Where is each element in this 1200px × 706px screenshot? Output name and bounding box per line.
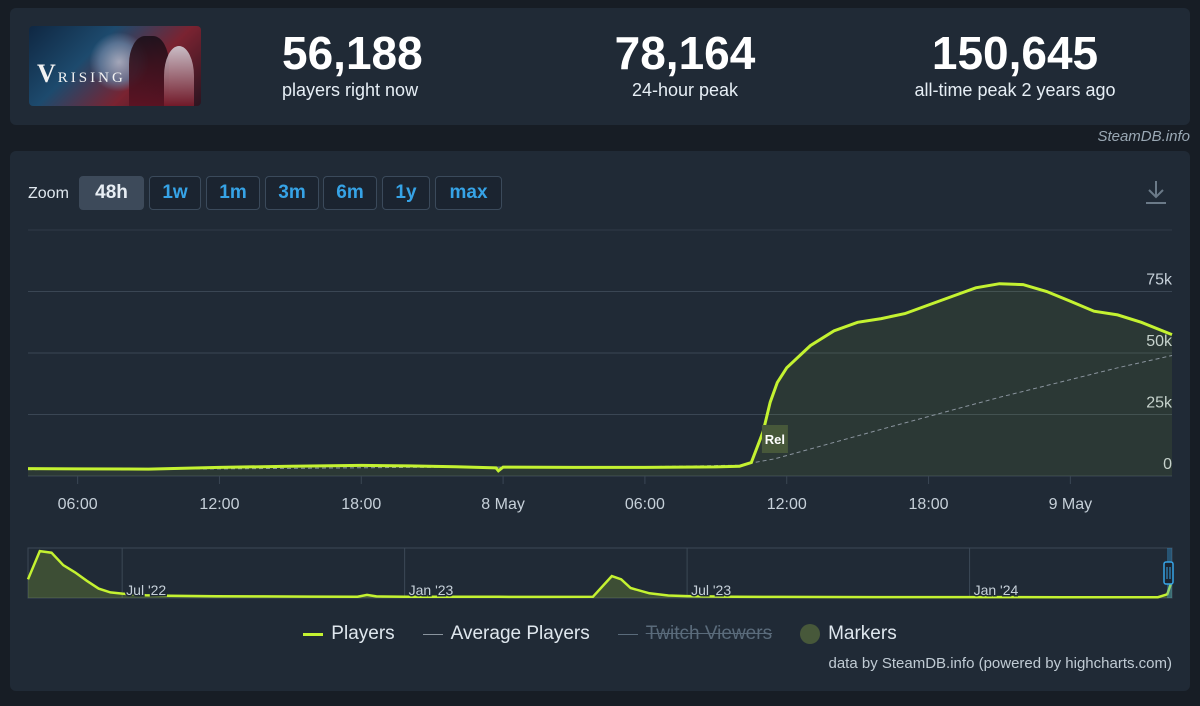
legend-players-label: Players (331, 623, 395, 644)
legend-twitch-label: Twitch Viewers (645, 623, 773, 644)
zoom-1w-button[interactable]: 1w (149, 176, 201, 210)
navigator-tick-label: Jan '24 (974, 582, 1019, 598)
thumbnail-figure-2 (164, 46, 194, 106)
main-grid (28, 291, 1172, 477)
y-tick-label: 50k (1146, 333, 1173, 350)
main-chart[interactable]: 0 25k 50k 75k 06:00 12:00 18:00 8 May 06:00 12:0… (10, 151, 1190, 691)
x-tick-label: 9 May (1049, 496, 1093, 513)
zoom-3m-button[interactable]: 3m (265, 176, 319, 210)
x-tick-label: 12:00 (767, 496, 807, 513)
zoom-48h-button[interactable]: 48h (79, 176, 144, 210)
navigator-line (26, 549, 1174, 599)
peak-24h-label: 24-hour peak (631, 80, 739, 100)
navigator-grid (121, 548, 971, 598)
navigator-tick-label: Jul '23 (691, 582, 731, 598)
navigator-tick-label: Jul '22 (126, 582, 166, 598)
x-tick-label: 18:00 (341, 496, 381, 513)
chart-legend: Players Average Players Twitch Viewers M… (10, 621, 1190, 647)
alltime-peak-value: 150,645 (931, 27, 1099, 79)
legend-players-symbol (303, 632, 324, 636)
legend-twitch-symbol (617, 633, 638, 635)
legend-average-label: Average Players (450, 623, 590, 644)
zoom-1y-button[interactable]: 1y (382, 176, 430, 210)
peak-24h-value: 78,164 (614, 27, 756, 79)
x-tick-label: 12:00 (199, 496, 239, 513)
x-tick-label: 06:00 (58, 496, 98, 513)
legend-markers-symbol (800, 624, 821, 644)
zoom-6m-button[interactable]: 6m (323, 176, 377, 210)
chart-credit[interactable]: data by SteamDB.info (powered by highcha… (828, 655, 1173, 672)
zoom-label: Zoom (28, 185, 69, 202)
zoom-max-button[interactable]: max (435, 176, 502, 210)
players-area (28, 283, 1172, 476)
x-tick-label: 18:00 (909, 496, 949, 513)
chart-markers: Rel (761, 425, 788, 453)
stats-panel: V RISING 56,188 players right now 78,164 … (10, 8, 1190, 125)
y-tick-label: 75k (1146, 272, 1173, 289)
game-logo: V RISING (37, 59, 126, 88)
y-tick-label: 25k (1146, 395, 1173, 412)
peak-24h-stat: 78,164 24-hour peak (600, 30, 770, 101)
players-line (27, 282, 1173, 473)
players-now-stat: 56,188 players right now (282, 30, 442, 101)
legend-average-symbol (422, 633, 443, 635)
y-tick-label: 0 (1163, 456, 1172, 473)
legend-markers[interactable]: Markers (800, 621, 897, 647)
alltime-peak-label: all-time peak 2 years ago (914, 80, 1116, 100)
legend-average-players[interactable]: Average Players (422, 621, 590, 647)
marker-rel-box[interactable] (761, 425, 788, 453)
game-thumbnail[interactable]: V RISING (29, 26, 201, 106)
zoom-1m-button[interactable]: 1m (206, 176, 260, 210)
legend-players[interactable]: Players (303, 621, 395, 647)
x-axis-ticks: 06:00 12:00 18:00 8 May 06:00 12:00 18:00 9 May (58, 476, 1093, 513)
navigator-tick-label: Jan '23 (409, 582, 454, 598)
x-tick-label: 06:00 (625, 496, 665, 513)
steamdb-brand[interactable]: SteamDB.info (1097, 128, 1190, 145)
x-tick-label: 8 May (481, 496, 525, 513)
navigator-x-ticks: Jul '22 Jan '23 Jul '23 Jan '24 (125, 581, 1020, 600)
players-now-value: 56,188 (282, 27, 423, 79)
y-axis-ticks: 0 25k 50k 75k (1146, 272, 1173, 474)
thumbnail-figure (129, 36, 169, 106)
average-players-line (27, 355, 1173, 471)
legend-markers-label: Markers (828, 623, 897, 644)
alltime-peak-stat: 150,645 all-time peak 2 years ago (890, 30, 1140, 101)
players-now-label: players right now (282, 80, 419, 100)
navigator-handle-icon[interactable] (1163, 561, 1174, 585)
legend-twitch-viewers[interactable]: Twitch Viewers (617, 621, 773, 647)
marker-rel-label: Rel (765, 432, 785, 447)
chart-panel: Zoom 48h 1w 1m 3m 6m 1y max 0 25k 50k 75k 0… (10, 151, 1190, 691)
download-icon[interactable] (1144, 179, 1168, 205)
